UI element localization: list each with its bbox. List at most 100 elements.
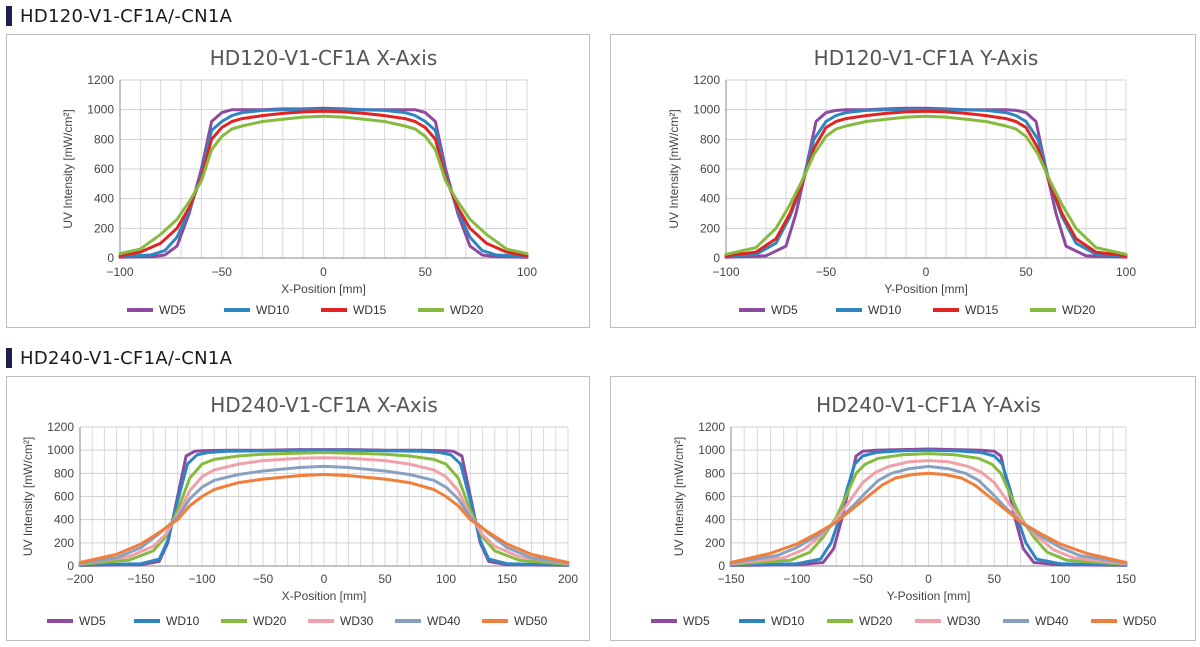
- y-tick-label: 1000: [47, 443, 74, 457]
- x-tick-label: 100: [1116, 265, 1136, 279]
- y-tick-label: 400: [54, 513, 74, 527]
- x-tick-label: 50: [419, 265, 433, 279]
- y-tick-label: 1000: [698, 443, 725, 457]
- y-axis-label: UV Intensity [mW/cm²]: [667, 109, 681, 228]
- x-tick-label: 0: [923, 265, 930, 279]
- legend-label-wd15: WD15: [353, 303, 387, 317]
- chart-panel-hd240-y: HD240-V1-CF1A Y-Axis −150 −100 −50 0 50 100 150…: [610, 376, 1196, 641]
- chart-hd240-y: HD240-V1-CF1A Y-Axis −150 −100 −50 0 50 100 150…: [651, 393, 1157, 628]
- legend-label-wd5: WD5: [79, 614, 106, 628]
- y-tick-label: 800: [705, 466, 725, 480]
- chart-title: HD120-V1-CF1A X-Axis: [210, 46, 438, 70]
- x-tick-label: −200: [66, 572, 93, 586]
- y-tick-label: 200: [94, 221, 114, 235]
- chart-hd240-x: HD240-V1-CF1A X-Axis −200 −150 −100 −50 0 50 10…: [21, 393, 578, 628]
- x-tick-label: 50: [378, 572, 392, 586]
- x-tick-label: −50: [253, 572, 274, 586]
- x-tick-label: 150: [497, 572, 517, 586]
- y-tick-label: 1200: [47, 420, 74, 434]
- x-tick-label: −100: [712, 265, 739, 279]
- y-tick-label: 200: [705, 536, 725, 550]
- y-axis-label: UV Intensity [mW/cm²]: [21, 437, 35, 556]
- chart-panel-hd120-y: HD120-V1-CF1A Y-Axis −100 −50 0 50 100 0 200 400…: [610, 34, 1196, 328]
- y-tick-label: 1000: [693, 103, 720, 117]
- x-tick-label: 0: [320, 265, 327, 279]
- series-line-wd50: [729, 471, 1128, 564]
- legend-label-wd10: WD10: [166, 614, 200, 628]
- x-tick-label: −150: [717, 572, 744, 586]
- legend-label-wd20: WD20: [859, 614, 893, 628]
- legend-label-wd10: WD10: [868, 303, 902, 317]
- x-tick-label: 50: [988, 572, 1002, 586]
- legend-label-wd30: WD30: [340, 614, 374, 628]
- legend-label-wd5: WD5: [683, 614, 710, 628]
- y-tick-label: 1200: [693, 73, 720, 87]
- legend-label-wd40: WD40: [427, 614, 461, 628]
- y-tick-label: 1200: [87, 73, 114, 87]
- chart-title: HD240-V1-CF1A Y-Axis: [816, 393, 1041, 417]
- series-line-wd50: [78, 473, 570, 564]
- y-tick-label: 400: [700, 192, 720, 206]
- x-tick-label: 200: [558, 572, 578, 586]
- legend-label-wd40: WD40: [1035, 614, 1069, 628]
- x-tick-label: 150: [1116, 572, 1136, 586]
- series-line-wd20: [118, 114, 529, 256]
- x-tick-label: 100: [1050, 572, 1070, 586]
- y-tick-label: 0: [713, 251, 720, 265]
- legend-label-wd10: WD10: [771, 614, 805, 628]
- y-tick-label: 1000: [87, 103, 114, 117]
- x-tick-label: 0: [321, 572, 328, 586]
- y-tick-label: 400: [705, 513, 725, 527]
- y-tick-label: 800: [94, 132, 114, 146]
- x-tick-label: 100: [436, 572, 456, 586]
- y-tick-label: 200: [54, 536, 74, 550]
- legend-label-wd10: WD10: [256, 303, 290, 317]
- y-tick-label: 800: [54, 466, 74, 480]
- y-tick-label: 600: [700, 162, 720, 176]
- section-title-text: HD240-V1-CF1A/-CN1A: [20, 347, 233, 369]
- y-tick-label: 600: [705, 490, 725, 504]
- y-tick-label: 1200: [698, 420, 725, 434]
- y-tick-label: 0: [718, 559, 725, 573]
- chart-panel-hd120-x: HD120-V1-CF1A X-Axis −100 −50 0 50 100 0 200 400…: [6, 34, 590, 328]
- x-axis-label: X-Position [mm]: [282, 589, 367, 603]
- y-tick-label: 600: [54, 490, 74, 504]
- series-line-wd10: [729, 448, 1128, 567]
- series-line-wd15: [118, 109, 529, 258]
- x-tick-label: −50: [816, 265, 837, 279]
- y-tick-label: 0: [107, 251, 114, 265]
- x-axis-label: X-Position [mm]: [281, 282, 366, 296]
- series-line-wd20: [724, 114, 1128, 256]
- legend-label-wd20: WD20: [450, 303, 484, 317]
- y-axis-label: UV Intensity [mW/cm²]: [61, 109, 75, 228]
- chart-title: HD240-V1-CF1A X-Axis: [210, 393, 438, 417]
- y-tick-label: 800: [700, 132, 720, 146]
- y-tick-label: 200: [700, 221, 720, 235]
- x-tick-label: 0: [925, 572, 932, 586]
- x-tick-label: −100: [106, 265, 133, 279]
- section-marker: [6, 348, 12, 368]
- section-title-hd240: HD240-V1-CF1A/-CN1A: [6, 347, 232, 369]
- y-tick-label: 600: [94, 162, 114, 176]
- x-tick-label: −100: [783, 572, 810, 586]
- chart-hd120-y: HD120-V1-CF1A Y-Axis−100 −50 0 50 1000200400…: [667, 46, 1136, 317]
- chart-panel-hd240-x: HD240-V1-CF1A X-Axis −200 −150 −100 −50 0 50 10…: [6, 376, 590, 641]
- section-title-hd120: HD120-V1-CF1A/-CN1A: [6, 5, 232, 27]
- legend-label-wd50: WD50: [1123, 614, 1157, 628]
- x-tick-label: −100: [188, 572, 215, 586]
- legend-label-wd15: WD15: [965, 303, 999, 317]
- x-axis-label: Y-Position [mm]: [887, 589, 971, 603]
- x-tick-label: 50: [1019, 265, 1033, 279]
- section-title-text: HD120-V1-CF1A/-CN1A: [20, 5, 233, 27]
- y-axis-label: UV Intensity [mW/cm²]: [672, 437, 686, 556]
- legend-label-wd20: WD20: [253, 614, 287, 628]
- legend-label-wd5: WD5: [771, 303, 798, 317]
- chart-title: HD120-V1-CF1A Y-Axis: [814, 46, 1039, 70]
- chart-hd120-x: HD120-V1-CF1A X-Axis−100 −50 0 50 1000200400…: [61, 46, 537, 317]
- x-tick-label: −50: [852, 572, 873, 586]
- section-marker: [6, 6, 12, 26]
- legend-label-wd5: WD5: [159, 303, 186, 317]
- legend-label-wd50: WD50: [514, 614, 548, 628]
- y-tick-label: 400: [94, 192, 114, 206]
- x-tick-label: −150: [127, 572, 154, 586]
